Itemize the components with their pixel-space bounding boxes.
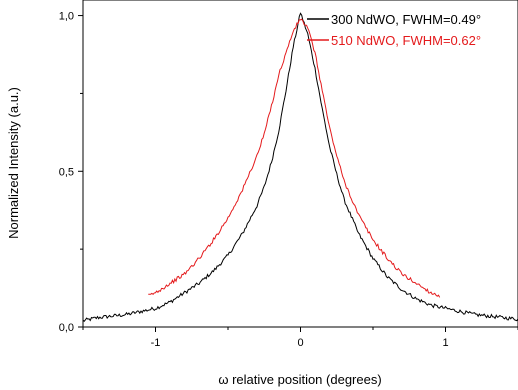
plot-area: -1 0 1 0,0 0,5 1,0 [59,0,518,349]
series-line-2 [148,18,441,298]
y-tick-label: 0,0 [59,322,74,334]
legend-label: 300 NdWO, FWHM=0.49° [331,12,481,27]
y-axis-title: Normalized Intensity (a.u.) [6,87,21,239]
series-layer [82,12,518,322]
x-tick-label: 1 [442,337,448,349]
plot-frame [82,0,518,328]
y-tick-label: 1,0 [59,11,74,23]
legend-label: 510 NdWO, FWHM=0.62° [331,33,481,48]
y-axis-ticks: 0,0 0,5 1,0 [59,11,83,334]
x-tick-label: -1 [151,337,161,349]
series-line-1 [82,12,518,322]
x-tick-label: 0 [297,337,303,349]
y-tick-label: 0,5 [59,166,74,178]
legend: 300 NdWO, FWHM=0.49° 510 NdWO, FWHM=0.62° [307,12,481,48]
x-axis-title: ω relative position (degrees) [218,372,381,387]
x-axis-ticks: -1 0 1 [82,327,518,349]
